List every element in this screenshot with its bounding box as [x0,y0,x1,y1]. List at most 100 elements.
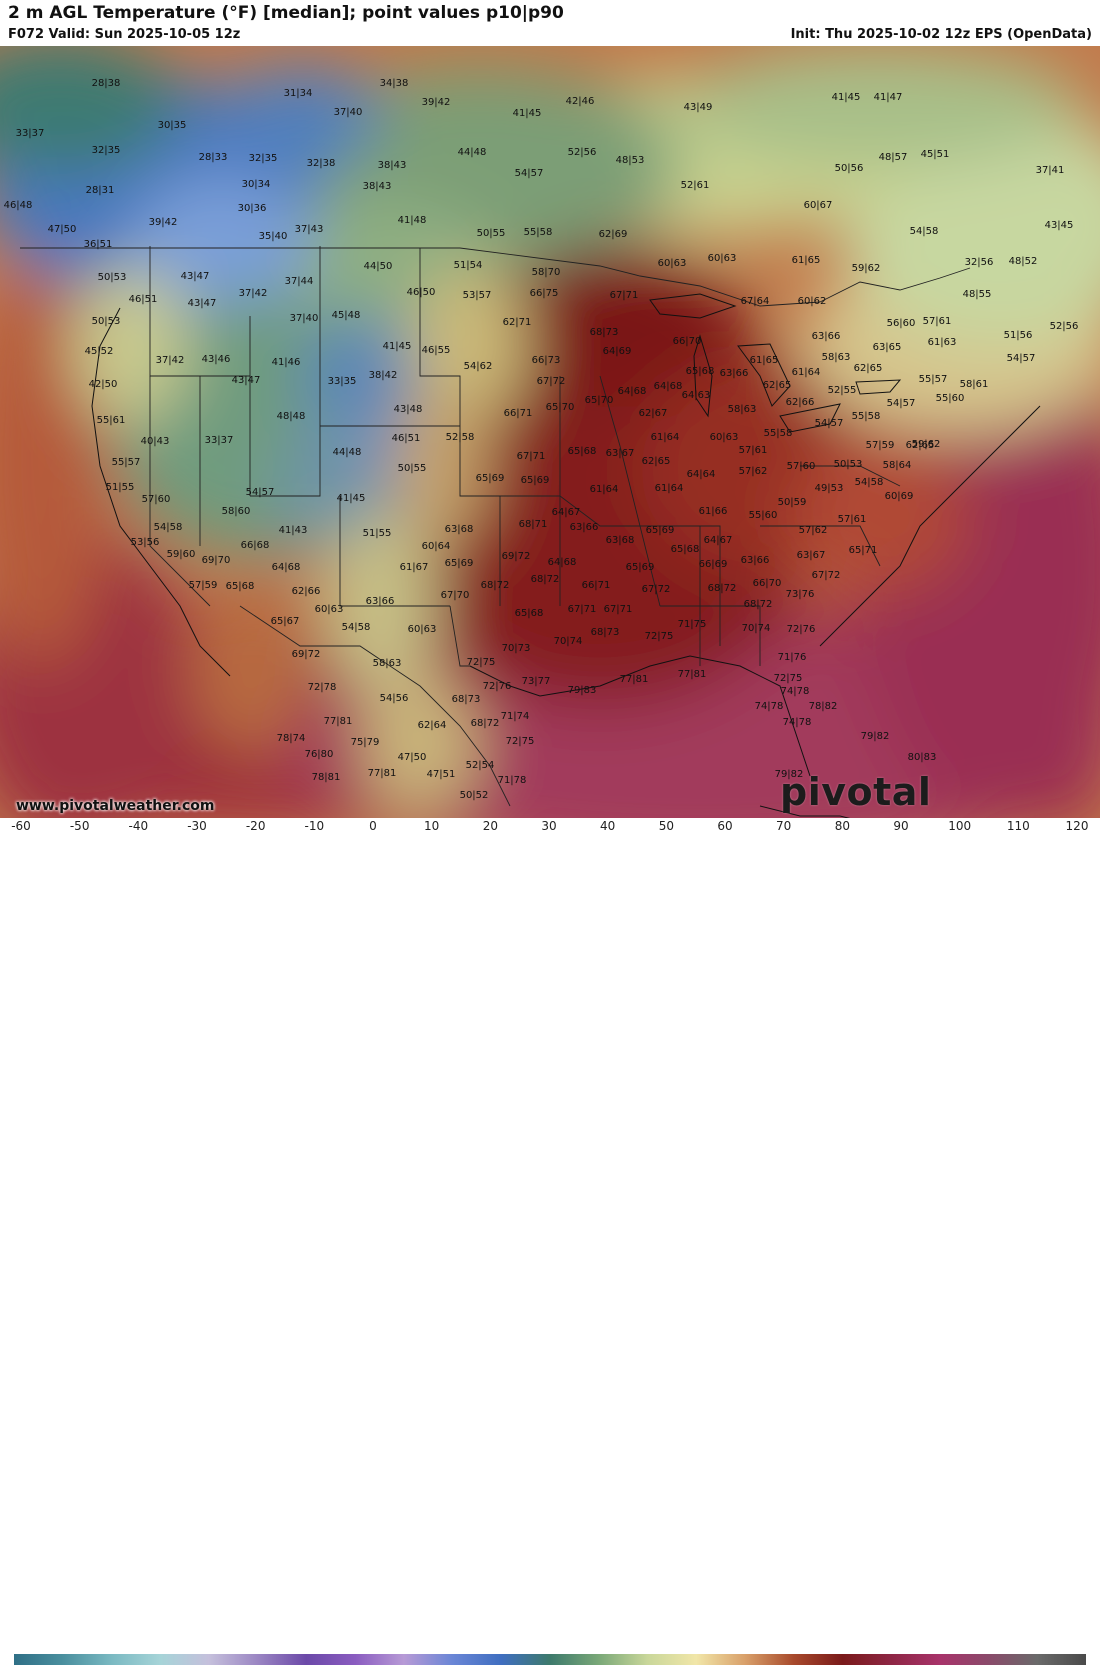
point-value-label: 66|69 [699,559,728,570]
color-scale: -60 -50 -40 -30 -20 -10 0 10 20 30 40 50 60 70 80 90 100… [0,818,1100,1665]
point-value-label: 61|64 [590,484,619,495]
coastlines [91,293,1041,818]
point-value-label: 52|56 [1050,321,1079,332]
point-value-label: 28|31 [86,185,115,196]
point-value-label: 55|57 [112,457,141,468]
point-value-label: 51|56 [1004,330,1033,341]
point-value-label: 65|68 [226,581,255,592]
point-value-label: 61|64 [792,367,821,378]
point-value-label: 58|70 [532,267,561,278]
point-value-label: 39|42 [149,217,178,228]
point-value-label: 47|50 [48,224,77,235]
point-value-label: 62|66 [292,586,321,597]
color-scale-tick-label: 30 [541,819,557,833]
point-value-label: 43|46 [202,354,231,365]
point-value-label: 32|35 [92,145,121,156]
point-value-label: 43|47 [188,298,217,309]
point-value-label: 65|68 [515,608,544,619]
point-value-label: 68|72 [471,718,500,729]
point-value-label: 62|71 [503,317,532,328]
point-value-label: 52|56 [568,147,597,158]
point-value-label: 64|69 [603,346,632,357]
point-value-label: 36|51 [84,239,113,250]
color-scale-tick-label: 40 [600,819,616,833]
point-value-label: 77|81 [368,768,397,779]
point-value-label: 79|82 [861,731,890,742]
point-value-label: 73|76 [786,589,815,600]
point-value-label: 33|37 [16,128,45,139]
point-value-label: 56|60 [887,318,916,329]
point-value-label: 70|74 [554,636,583,647]
point-value-label: 62|69 [599,229,628,240]
point-value-label: 43|49 [684,102,713,113]
point-value-label: 60|63 [315,604,344,615]
point-value-label: 46|51 [129,294,158,305]
point-value-label: 52|61 [681,180,710,191]
temperature-map[interactable]: 28|38 31|34 34|38 39|42 37|40 41|45 42|46 43|49… [0,46,1100,818]
color-scale-tick-label: 110 [1006,819,1030,833]
point-value-label: 52|55 [828,385,857,396]
point-value-label: 64|67 [704,535,733,546]
point-value-label: 65|69 [646,525,675,536]
point-value-label: 67|70 [441,590,470,601]
point-value-label: 71|78 [498,775,527,786]
point-value-label: 67|72 [537,376,566,387]
point-value-label: 60|63 [710,432,739,443]
point-value-label: 57|60 [787,461,816,472]
color-scale-tick-label: 100 [948,819,972,833]
point-value-label: 63|66 [741,555,770,566]
point-value-label: 74|78 [755,701,784,712]
point-value-label: 30|35 [158,120,187,131]
point-value-label: 37|42 [156,355,185,366]
point-value-label: 72|75 [645,631,674,642]
point-value-label: 65|70 [585,395,614,406]
point-value-label: 34|38 [380,78,409,89]
point-value-label: 33|37 [205,435,234,446]
point-value-label: 68|72 [531,574,560,585]
point-value-label: 37|40 [290,313,319,324]
point-value-label: 66|71 [504,408,533,419]
point-value-label: 59|62 [912,439,941,450]
point-value-label: 66|71 [582,580,611,591]
color-scale-tick-label: 90 [893,819,909,833]
point-value-label: 48|48 [277,411,306,422]
point-value-label: 66|75 [530,288,559,299]
point-value-label: 68|73 [591,627,620,638]
point-value-label: 79|83 [568,685,597,696]
point-value-label: 28|38 [92,78,121,89]
color-scale-tick-label: 80 [834,819,850,833]
point-value-label: 60|63 [408,624,437,635]
point-value-label: 62|64 [418,720,447,731]
point-value-label: 67|71 [517,451,546,462]
header-bar: 2 m AGL Temperature (°F) [median]; point… [0,0,1100,46]
point-value-label: 41|48 [398,215,427,226]
point-value-label: 65|69 [626,562,655,573]
point-value-label: 62|65 [854,363,883,374]
color-scale-tick-label: -40 [128,819,149,833]
point-value-label: 50|53 [98,272,127,283]
point-value-label: 61|65 [792,255,821,266]
point-value-label: 80|83 [908,752,937,763]
point-value-label: 54|58 [855,477,884,488]
point-value-label: 75|79 [351,737,380,748]
point-value-label: 62|65 [906,440,935,451]
point-value-label: 59|60 [167,549,196,560]
point-value-label: 64|63 [682,390,711,401]
temperature-field [0,46,1100,818]
point-value-label: 57|61 [739,445,768,456]
point-value-label: 45|48 [332,310,361,321]
point-value-label: 64|68 [272,562,301,573]
point-value-label: 47|50 [398,752,427,763]
point-value-label: 71|76 [778,652,807,663]
point-value-label: 65|69 [521,475,550,486]
point-value-label: 61|66 [699,506,728,517]
point-value-label: 45|52 [85,346,114,357]
point-value-label: 71|74 [501,711,530,722]
point-value-label: 54|57 [515,168,544,179]
point-value-label: 63|66 [720,368,749,379]
point-value-label: 74|78 [781,686,810,697]
point-value-label: 62|65 [763,380,792,391]
point-value-label: 51|55 [363,528,392,539]
point-value-label: 72|76 [787,624,816,635]
point-value-label: 51|55 [106,482,135,493]
